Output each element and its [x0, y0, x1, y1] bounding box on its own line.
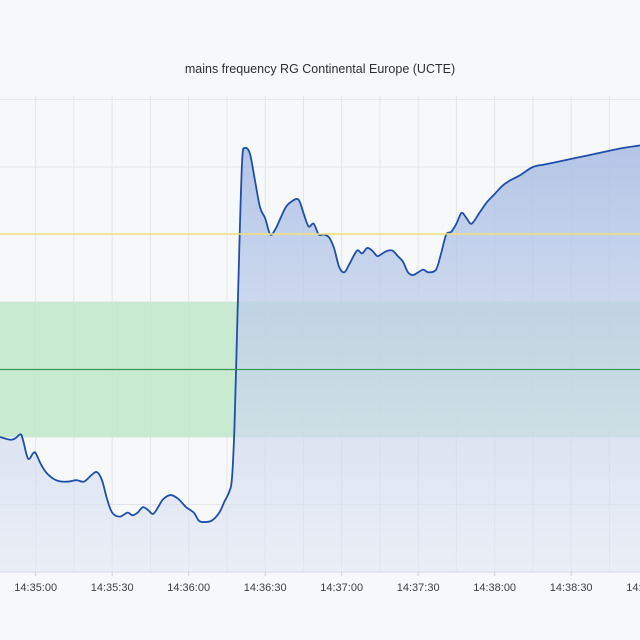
- x-tick-label: 14:36:00: [167, 582, 210, 594]
- x-tick-label: 14:36:30: [244, 582, 287, 594]
- x-tick-label: 14:39:00: [626, 582, 640, 594]
- chart-title: mains frequency RG Continental Europe (U…: [184, 62, 456, 76]
- reference-lines: [0, 233, 640, 371]
- x-tick-label: 14:38:00: [473, 582, 516, 594]
- x-tick-label: 14:37:30: [397, 582, 440, 594]
- series-area: [0, 145, 640, 572]
- series-layer: [0, 144, 640, 572]
- series-line: [0, 144, 640, 523]
- x-axis: 14:35:00 14:35:30 14:36:00 14:36:30 14:37:00…: [14, 572, 640, 594]
- x-tick-label: 14:38:30: [550, 582, 593, 594]
- x-tick-label: 14:35:00: [14, 582, 57, 594]
- x-tick-label: 14:35:30: [91, 582, 134, 594]
- x-tick-label: 14:37:00: [320, 582, 363, 594]
